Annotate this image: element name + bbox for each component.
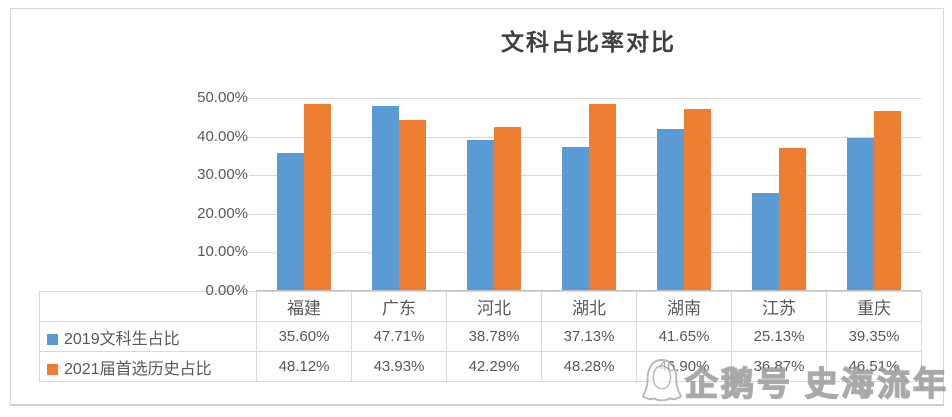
category-header: 河北 bbox=[446, 291, 542, 322]
category-header: 湖北 bbox=[541, 291, 637, 322]
value-cell: 36.87% bbox=[731, 351, 827, 382]
bar-series2-湖北 bbox=[588, 103, 616, 290]
y-axis-label: 50.00% bbox=[197, 89, 248, 106]
series-label-cell: 2019文科生占比 bbox=[39, 321, 257, 352]
y-axis-label: 40.00% bbox=[197, 127, 248, 145]
value-cell: 38.78% bbox=[446, 321, 542, 352]
category-header: 江苏 bbox=[731, 291, 827, 322]
y-axis-label: 30.00% bbox=[197, 166, 248, 184]
bar-series1-重庆 bbox=[846, 138, 874, 290]
bar-series1-广东 bbox=[371, 105, 399, 290]
bar-series1-江苏 bbox=[751, 193, 779, 290]
chart-title: 文科占比率对比 bbox=[501, 29, 676, 55]
value-cell: 25.13% bbox=[731, 321, 827, 352]
table-header-row: 福建 广东 河北 湖北 湖南 江苏 重庆 bbox=[39, 291, 922, 322]
category-header: 福建 bbox=[256, 291, 352, 322]
value-cell: 47.71% bbox=[351, 321, 447, 352]
gridline bbox=[249, 98, 921, 99]
chart-card: 文科占比率对比 福建 广东 河北 湖北 湖南 江苏 重庆 2019文科生占比 35.60% 47.… bbox=[10, 8, 947, 406]
value-cell: 48.28% bbox=[541, 351, 637, 382]
bar-series2-福建 bbox=[303, 104, 331, 290]
value-cell: 46.90% bbox=[636, 351, 732, 382]
value-cell: 37.13% bbox=[541, 321, 637, 352]
value-cell: 48.12% bbox=[256, 351, 352, 382]
bar-series2-江苏 bbox=[778, 147, 806, 290]
y-axis-label: 20.00% bbox=[197, 204, 248, 222]
bar-series1-湖北 bbox=[561, 146, 589, 290]
y-axis-label: 10.00% bbox=[197, 243, 248, 261]
category-header: 广东 bbox=[351, 291, 447, 322]
bar-plot-area bbox=[249, 98, 921, 291]
bar-series2-广东 bbox=[398, 120, 426, 290]
bar-series1-河北 bbox=[466, 140, 494, 290]
value-cell: 41.65% bbox=[636, 321, 732, 352]
bar-series2-湖南 bbox=[683, 109, 711, 290]
category-header: 重庆 bbox=[826, 291, 922, 322]
value-cell: 46.51% bbox=[826, 351, 922, 382]
value-cell: 42.29% bbox=[446, 351, 542, 382]
bar-series1-湖南 bbox=[656, 129, 684, 290]
value-cell: 39.35% bbox=[826, 321, 922, 352]
category-header: 湖南 bbox=[636, 291, 732, 322]
legend-swatch-series1 bbox=[47, 333, 58, 345]
value-cell: 43.93% bbox=[351, 351, 447, 382]
y-axis-label: 0.00% bbox=[205, 282, 248, 299]
value-cell: 35.60% bbox=[256, 321, 352, 352]
table-corner-cell bbox=[39, 291, 257, 322]
legend-swatch-series2 bbox=[47, 363, 58, 375]
bar-series1-福建 bbox=[276, 152, 304, 290]
bar-series2-重庆 bbox=[873, 110, 901, 290]
series-label-cell: 2021届首选历史占比 bbox=[39, 351, 257, 382]
bar-series2-河北 bbox=[493, 126, 521, 290]
data-table: 福建 广东 河北 湖北 湖南 江苏 重庆 2019文科生占比 35.60% 47.71% 38.78… bbox=[39, 291, 922, 382]
table-row: 2019文科生占比 35.60% 47.71% 38.78% 37.13% 41.65% 2… bbox=[39, 321, 922, 352]
gridline bbox=[249, 136, 921, 138]
table-row: 2021届首选历史占比 48.12% 43.93% 42.29% 48.28% 46.90… bbox=[39, 351, 922, 382]
